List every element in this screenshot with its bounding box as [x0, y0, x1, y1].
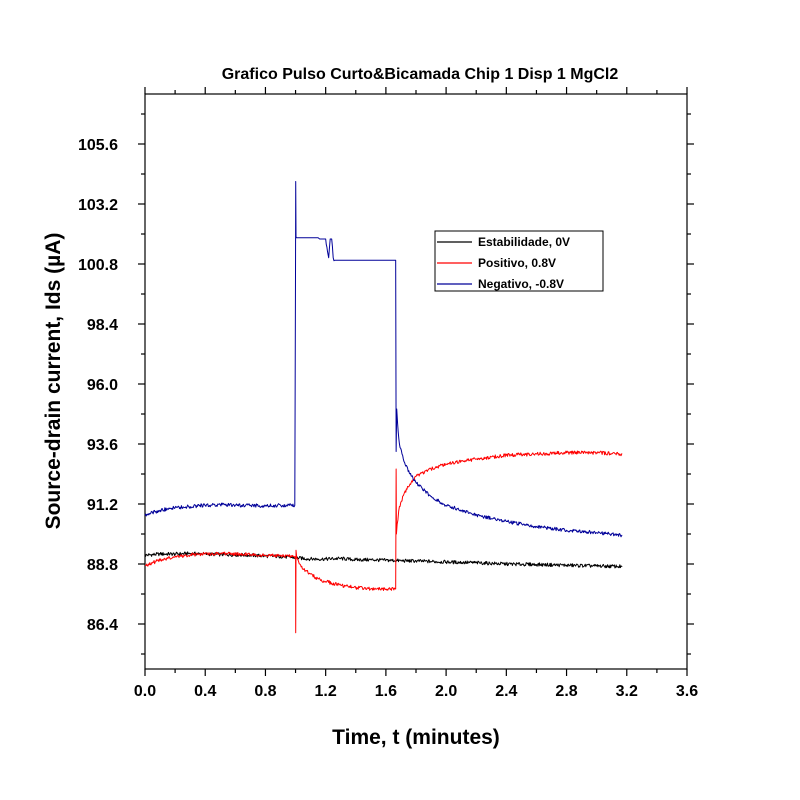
plot-area	[144, 93, 688, 670]
x-tick-label: 3.2	[616, 683, 638, 700]
y-tick-label: 105.6	[78, 137, 118, 154]
legend-label: Negativo, -0.8V	[478, 277, 564, 291]
x-tick-label: 1.2	[315, 683, 337, 700]
tick-labels: 0.0 0.4 0.8 1.2 1.6 2.0 2.4 2.8 3.2 3.6 86.4 88.8 91…	[78, 137, 698, 700]
x-tick-label: 3.6	[676, 683, 698, 700]
x-tick-label: 0.4	[194, 683, 216, 700]
axis-ticks	[138, 87, 694, 676]
x-tick-label: 0.8	[254, 683, 276, 700]
chart-title: Grafico Pulso Curto&Bicamada Chip 1 Disp…	[222, 66, 619, 83]
series-line	[144, 450, 623, 634]
y-tick-label: 96.0	[87, 377, 118, 394]
y-tick-label: 103.2	[78, 197, 118, 214]
y-tick-label: 86.4	[87, 617, 118, 634]
y-tick-label: 98.4	[87, 317, 118, 334]
x-axis-title: Time, t (minutes)	[332, 726, 500, 749]
x-tick-label: 0.0	[134, 683, 156, 700]
legend-box	[434, 230, 604, 292]
y-axis-title: Source-drain current, Ids (µA)	[42, 233, 65, 530]
legend: Estabilidade, 0V Positivo, 0.8V Negativo, …	[434, 230, 604, 292]
x-tick-label: 1.6	[375, 683, 397, 700]
x-tick-label: 2.0	[435, 683, 457, 700]
series-line	[144, 181, 623, 538]
series-lines	[144, 181, 623, 634]
legend-label: Estabilidade, 0V	[478, 235, 570, 249]
y-tick-label: 88.8	[87, 557, 118, 574]
series-line	[144, 551, 623, 569]
y-tick-label: 93.6	[87, 437, 118, 454]
y-tick-label: 100.8	[78, 257, 118, 274]
y-tick-label: 91.2	[87, 497, 118, 514]
legend-label: Positivo, 0.8V	[478, 256, 556, 270]
x-tick-label: 2.4	[495, 683, 517, 700]
x-tick-label: 2.8	[555, 683, 577, 700]
